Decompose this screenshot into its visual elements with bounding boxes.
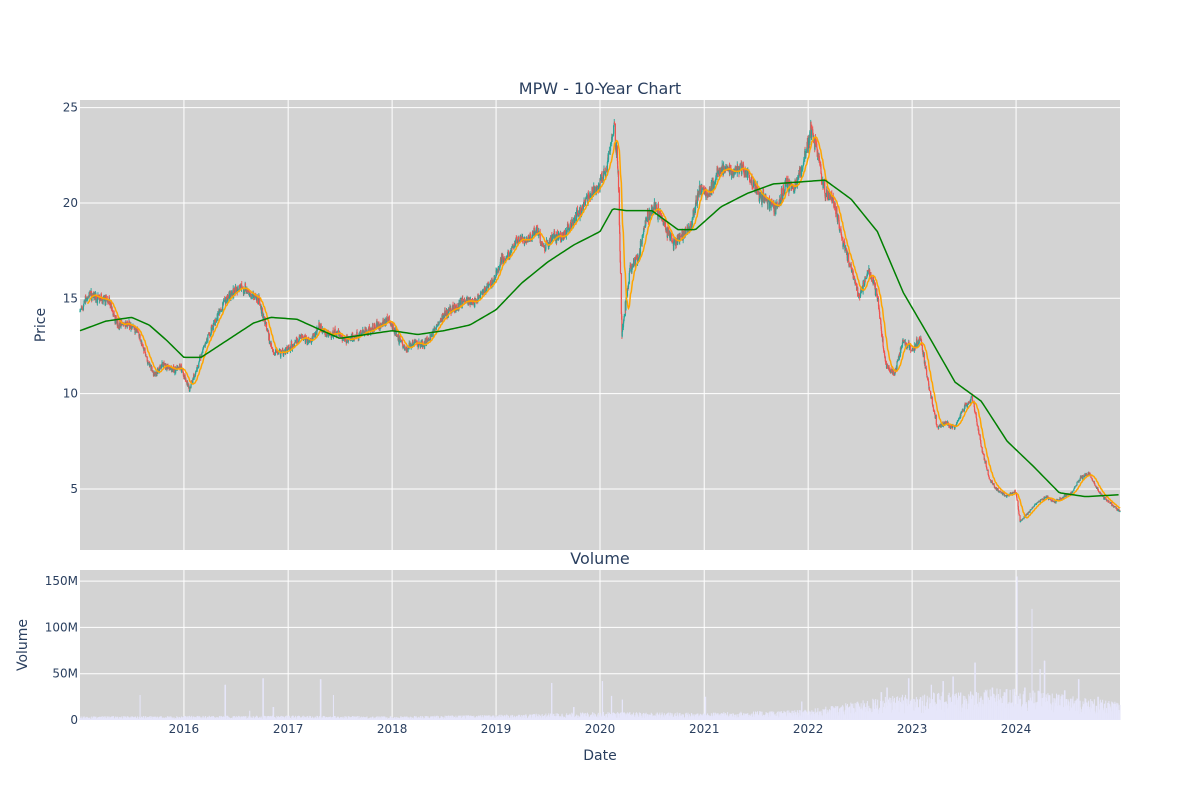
candle-body [272, 348, 273, 349]
candle-body [775, 205, 776, 210]
candle-body [418, 345, 419, 346]
candle-body [970, 400, 971, 403]
candle-body [397, 335, 398, 337]
candle-body [767, 201, 768, 209]
candle-body [757, 191, 758, 194]
candle-body [740, 164, 741, 168]
candle-body [619, 234, 620, 251]
candle-body [82, 307, 83, 309]
candle-body [994, 483, 995, 485]
candle-body [83, 303, 84, 304]
candle-body [1018, 509, 1019, 510]
candle-body [998, 488, 999, 490]
candle-body [1018, 511, 1019, 514]
candle-body [926, 370, 927, 375]
candle-body [273, 350, 274, 352]
candle-body [880, 320, 881, 324]
candle-body [677, 235, 678, 239]
candle-body [83, 304, 84, 306]
candle-body [147, 360, 148, 362]
candle-body [622, 332, 623, 337]
candle-body [957, 421, 958, 422]
candle-body [207, 335, 208, 341]
candle-body [311, 341, 312, 343]
candle-body [625, 300, 626, 310]
candle-body [824, 181, 825, 192]
candle-body [116, 316, 117, 319]
candle-body [988, 476, 989, 477]
candle-body [980, 440, 981, 443]
candle-body [980, 443, 981, 446]
candle-body [202, 350, 203, 353]
candle-body [848, 254, 849, 262]
candle-body [1036, 503, 1037, 504]
candle-body [986, 461, 987, 466]
candle-body [827, 194, 828, 199]
candle-body [879, 312, 880, 318]
candle-body [811, 129, 812, 137]
candle-body [132, 327, 133, 328]
candle-body [971, 397, 972, 398]
candle-body [929, 387, 930, 390]
candle-body [309, 341, 310, 342]
candle-body [606, 169, 607, 170]
chart-title: MPW - 10-Year Chart [519, 79, 681, 98]
candle-body [745, 171, 746, 175]
candle-body [618, 171, 619, 189]
candle-body [967, 405, 968, 407]
candle-body [882, 339, 883, 346]
candle-body [751, 180, 752, 186]
candle-body [1016, 497, 1017, 500]
candle-body [928, 379, 929, 381]
candle-body [1018, 506, 1019, 509]
candle-body [199, 361, 200, 362]
candle-body [610, 144, 611, 151]
candle-body [988, 470, 989, 474]
candle-body [1017, 501, 1018, 507]
candle-body [865, 277, 866, 278]
candle-body [566, 230, 567, 231]
candle-body [620, 262, 621, 273]
candle-body [941, 424, 942, 427]
candle-body [198, 363, 199, 367]
candle-body [620, 251, 621, 262]
candle-body [802, 167, 803, 169]
candle-body [936, 415, 937, 424]
candle-body [970, 398, 971, 400]
candle-body [266, 322, 267, 329]
candle-body [621, 273, 622, 314]
candle-body [1015, 490, 1016, 492]
candle-body [989, 477, 990, 479]
candle-body [629, 273, 630, 283]
candle-body [747, 175, 748, 178]
candle-body [933, 405, 934, 408]
candle-body [80, 310, 81, 311]
candle-body [883, 346, 884, 348]
candle-body [737, 169, 738, 170]
candle-body [83, 306, 84, 310]
candle-body [480, 293, 481, 295]
candle-body [1034, 505, 1035, 506]
candle-body [619, 190, 620, 226]
candle-body [932, 397, 933, 404]
candle-body [608, 154, 609, 160]
candle-body [460, 302, 461, 304]
